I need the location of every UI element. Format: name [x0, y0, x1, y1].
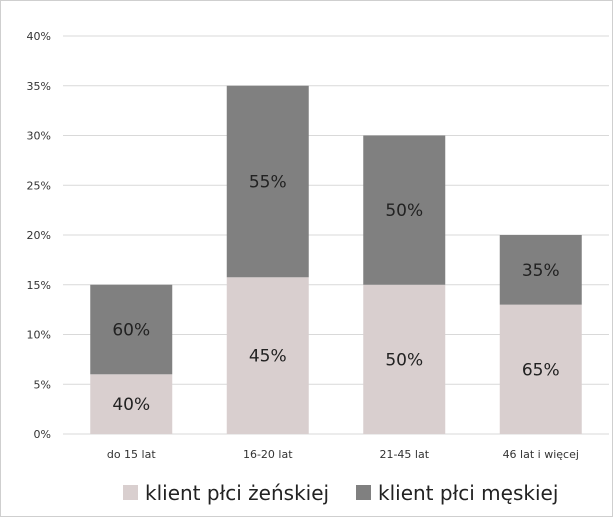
x-category-label: 21-45 lat [379, 448, 429, 461]
y-tick-label: 35% [27, 80, 51, 93]
legend-label: klient płci żeńskiej [145, 481, 329, 505]
bars [90, 85, 582, 434]
legend-swatch [123, 485, 138, 500]
y-tick-label: 15% [27, 279, 51, 292]
y-axis-ticks: 0% 5% 10% 15% 20% 25% 30% 35% 40% [27, 30, 51, 441]
data-label: 35% [522, 261, 560, 281]
data-label: 45% [249, 347, 287, 367]
data-label: 50% [385, 350, 423, 370]
data-label: 60% [112, 321, 150, 341]
legend-swatch [356, 485, 371, 500]
bar-segment-male [226, 85, 309, 278]
data-label: 65% [522, 360, 560, 380]
data-label: 55% [249, 173, 287, 193]
legend-label: klient płci męskiej [378, 481, 558, 505]
bar-segment-female [90, 374, 173, 434]
y-tick-label: 25% [27, 179, 51, 192]
bar-segment-male [499, 235, 582, 305]
bar-segment-male [90, 284, 173, 375]
bar-segment-female [363, 284, 446, 434]
y-tick-label: 30% [27, 130, 51, 143]
data-label: 40% [112, 395, 150, 415]
y-tick-label: 40% [27, 30, 51, 43]
bar-segment-male [363, 135, 446, 285]
y-tick-label: 10% [27, 329, 51, 342]
data-label: 50% [385, 201, 423, 221]
data-labels: 40% 60% 45% 55% 50% 50% 65% 35% [112, 173, 559, 416]
x-axis-categories: do 15 lat 16-20 lat 21-45 lat 46 lat i więc… [107, 448, 579, 461]
x-category-label: 16-20 lat [243, 448, 293, 461]
x-category-label: 46 lat i więcej [503, 448, 579, 461]
bar-segment-female [226, 277, 309, 434]
y-tick-label: 20% [27, 229, 51, 242]
x-category-label: do 15 lat [107, 448, 156, 461]
bar-segment-female [499, 304, 582, 434]
y-tick-label: 5% [34, 378, 51, 391]
y-tick-label: 0% [34, 428, 51, 441]
legend: klient płci żeńskiej klient płci męskiej [123, 481, 558, 505]
